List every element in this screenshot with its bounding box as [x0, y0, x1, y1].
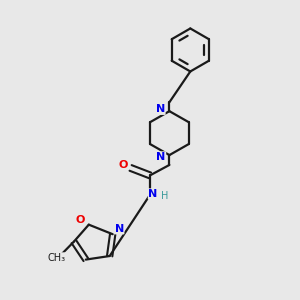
Text: H: H — [160, 191, 168, 201]
Text: N: N — [115, 224, 124, 234]
Text: CH₃: CH₃ — [48, 253, 66, 263]
Text: N: N — [156, 152, 166, 162]
Text: N: N — [148, 189, 158, 199]
Text: O: O — [76, 215, 85, 226]
Text: O: O — [118, 160, 128, 170]
Text: N: N — [156, 104, 165, 114]
